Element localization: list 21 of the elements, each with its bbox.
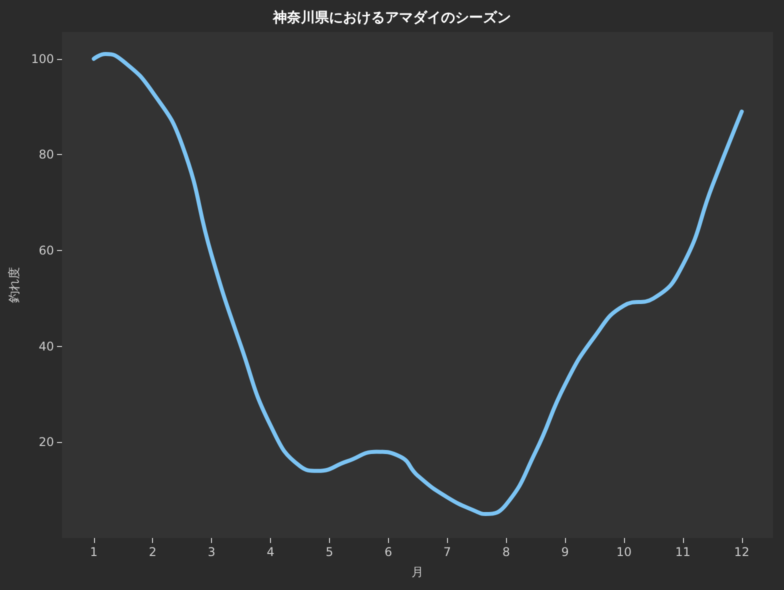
x-tick-label: 4 <box>266 545 274 559</box>
x-tick-label: 10 <box>616 545 632 559</box>
x-tick-label: 5 <box>326 545 334 559</box>
x-tick-label: 8 <box>502 545 510 559</box>
x-tick-label: 11 <box>675 545 691 559</box>
y-tick-label: 40 <box>38 339 54 354</box>
y-axis-title: 釣れ度 <box>7 267 21 303</box>
x-tick-label: 9 <box>561 545 569 559</box>
y-tick-label: 20 <box>38 435 54 450</box>
chart-title: 神奈川県におけるアマダイのシーズン <box>272 9 511 26</box>
y-tick-label: 100 <box>31 52 54 66</box>
x-tick-label: 12 <box>734 545 750 559</box>
x-tick-label: 3 <box>208 545 216 559</box>
x-tick-label: 1 <box>90 545 98 559</box>
x-tick-label: 2 <box>148 545 157 559</box>
y-tick-label: 80 <box>38 148 54 162</box>
y-tick-label: 60 <box>38 244 54 258</box>
x-tick-label: 6 <box>384 545 392 559</box>
x-tick-label: 7 <box>443 545 452 559</box>
line-series <box>92 52 744 516</box>
x-axis-title: 月 <box>412 565 424 579</box>
